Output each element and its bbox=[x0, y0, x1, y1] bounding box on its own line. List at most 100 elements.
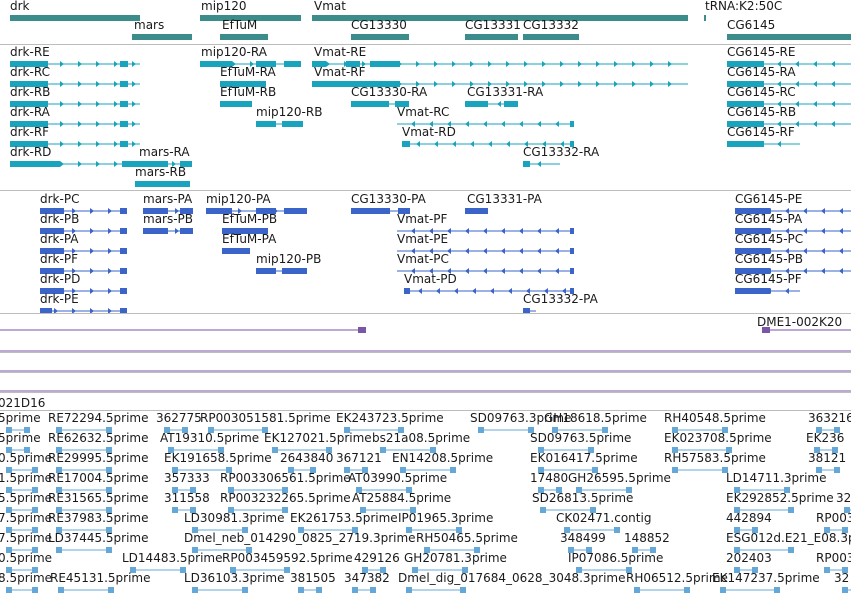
gene-glyph-mip120[interactable] bbox=[200, 15, 301, 21]
gene-label-trna-k2-50c[interactable]: tRNA:K2:50C bbox=[705, 0, 783, 13]
transcript-label-drk-rb[interactable]: drk-RB bbox=[10, 85, 51, 99]
transcript-glyph-cg13332-ra[interactable] bbox=[523, 161, 560, 167]
est-label[interactable]: RE45131.5prime bbox=[50, 571, 151, 585]
est-label[interactable]: RE29995.5prime bbox=[48, 451, 149, 465]
protein-label-cg6145-pe[interactable]: CG6145-PE bbox=[735, 192, 803, 206]
transcript-label-cg6145-rb[interactable]: CG6145-RB bbox=[727, 105, 797, 119]
gene-label-mars[interactable]: mars bbox=[134, 18, 165, 32]
protein-label-eftum-pa[interactable]: EfTuM-PA bbox=[222, 232, 277, 246]
transcript-glyph-drk-re[interactable] bbox=[10, 61, 140, 67]
est-label[interactable]: 0.5prime bbox=[0, 451, 53, 465]
est-label[interactable]: LD30981.3prime bbox=[184, 511, 285, 525]
est-label[interactable]: Dmel_dig_017684_0628_3048.3prime bbox=[398, 571, 626, 585]
clone-label-dme1-002k20[interactable]: DME1-002K20 bbox=[757, 315, 843, 329]
transcript-glyph-vmat-rf[interactable] bbox=[312, 81, 688, 87]
protein-glyph-mars-pb[interactable] bbox=[143, 228, 193, 234]
gene-glyph-drk[interactable] bbox=[10, 15, 140, 21]
protein-glyph-cg13330-pa[interactable] bbox=[351, 208, 410, 214]
transcript-glyph-eftum-rb[interactable] bbox=[220, 101, 252, 107]
est-label[interactable]: SD26813.5prime bbox=[532, 491, 634, 505]
transcript-glyph-mip120-rb[interactable] bbox=[256, 121, 303, 127]
protein-label-cg13331-pa[interactable]: CG13331-PA bbox=[467, 192, 542, 206]
est-label[interactable]: 0.5prime bbox=[0, 551, 53, 565]
est-label[interactable]: ESG012d.E21_E08.3p bbox=[726, 531, 851, 545]
est-label[interactable]: LD14711.3prime bbox=[726, 471, 827, 485]
protein-glyph-vmat-pd[interactable] bbox=[404, 288, 574, 294]
transcript-glyph-eftum-ra[interactable] bbox=[220, 81, 266, 87]
protein-label-mip120-pb[interactable]: mip120-PB bbox=[256, 252, 322, 266]
clone-label-021d16[interactable]: 021D16 bbox=[0, 396, 46, 410]
est-label[interactable]: RE31565.5prime bbox=[48, 491, 149, 505]
gene-label-cg13332[interactable]: CG13332 bbox=[523, 18, 579, 32]
protein-label-cg6145-pf[interactable]: CG6145-PF bbox=[735, 272, 802, 286]
protein-glyph-drk-pf[interactable] bbox=[40, 268, 127, 274]
est-label[interactable]: 38121 bbox=[808, 451, 847, 465]
est-label[interactable]: 5.5prime bbox=[0, 491, 53, 505]
transcript-label-cg6145-re[interactable]: CG6145-RE bbox=[727, 45, 796, 59]
est-label[interactable]: RE37983.5prime bbox=[48, 511, 149, 525]
est-label[interactable]: RP003459592.5prime bbox=[222, 551, 353, 565]
est-label[interactable]: 367121 bbox=[336, 451, 382, 465]
est-label[interactable]: EK191658.5prime bbox=[164, 451, 272, 465]
protein-label-drk-pd[interactable]: drk-PD bbox=[40, 272, 81, 286]
est-label[interactable]: GH18618.5prime bbox=[544, 411, 647, 425]
transcript-label-cg6145-rc[interactable]: CG6145-RC bbox=[727, 85, 796, 99]
protein-label-vmat-pd[interactable]: Vmat-PD bbox=[404, 272, 457, 286]
est-label[interactable]: EK243723.5prime bbox=[336, 411, 444, 425]
protein-label-drk-pb[interactable]: drk-PB bbox=[40, 212, 80, 226]
gene-label-eftum[interactable]: EfTuM bbox=[222, 18, 258, 32]
protein-glyph-drk-pc[interactable] bbox=[40, 208, 127, 214]
est-label[interactable]: RP003306561.5prime bbox=[220, 471, 351, 485]
est-label[interactable]: EK236 bbox=[806, 431, 845, 445]
est-label[interactable]: 5prime bbox=[0, 411, 41, 425]
protein-label-cg6145-pc[interactable]: CG6145-PC bbox=[735, 232, 804, 246]
gene-label-mip120[interactable]: mip120 bbox=[201, 0, 247, 13]
gene-glyph-cg13331[interactable] bbox=[465, 34, 518, 40]
transcript-glyph-drk-rd[interactable] bbox=[10, 161, 140, 167]
transcript-glyph-cg6145-rc[interactable] bbox=[727, 101, 851, 107]
transcript-glyph-cg6145-re[interactable] bbox=[727, 61, 851, 67]
est-label[interactable]: AT03990.5prime bbox=[348, 471, 448, 485]
est-label[interactable]: AT19310.5prime bbox=[160, 431, 260, 445]
est-label[interactable]: 1.5prime bbox=[0, 471, 53, 485]
protein-label-vmat-pc[interactable]: Vmat-PC bbox=[397, 252, 449, 266]
gene-label-cg6145[interactable]: CG6145 bbox=[727, 18, 776, 32]
gene-label-cg13330[interactable]: CG13330 bbox=[351, 18, 407, 32]
est-label[interactable]: LD14483.5prime bbox=[122, 551, 223, 565]
est-label[interactable]: RE62632.5prime bbox=[48, 431, 149, 445]
est-label[interactable]: LD37445.5prime bbox=[48, 531, 149, 545]
est-label[interactable]: 2643840 bbox=[280, 451, 334, 465]
est-label[interactable]: 347382 bbox=[344, 571, 390, 585]
transcript-label-mars-ra[interactable]: mars-RA bbox=[139, 145, 190, 159]
est-label[interactable]: RP003051581.5prime bbox=[200, 411, 331, 425]
transcript-label-drk-re[interactable]: drk-RE bbox=[10, 45, 50, 59]
est-label[interactable]: EK147237.5prime bbox=[712, 571, 820, 585]
est-label[interactable]: IP07086.5prime bbox=[568, 551, 664, 565]
est-label[interactable]: SD09763.5prime bbox=[530, 431, 632, 445]
est-label[interactable]: 32 bbox=[836, 491, 851, 505]
est-label[interactable]: bs21a08.5prime bbox=[372, 431, 471, 445]
est-label[interactable]: RE17004.5prime bbox=[48, 471, 149, 485]
est-label[interactable]: IP01965.3prime bbox=[398, 511, 494, 525]
protein-label-drk-pe[interactable]: drk-PE bbox=[40, 292, 79, 306]
protein-label-cg13332-pa[interactable]: CG13332-PA bbox=[523, 292, 598, 306]
transcript-glyph-drk-rb[interactable] bbox=[10, 101, 140, 107]
transcript-label-eftum-rb[interactable]: EfTuM-RB bbox=[220, 85, 277, 99]
protein-label-vmat-pf[interactable]: Vmat-PF bbox=[397, 212, 448, 226]
est-label[interactable]: Dmel_neb_014290_0825_2719.3prime bbox=[184, 531, 416, 545]
transcript-label-cg13331-ra[interactable]: CG13331-RA bbox=[467, 85, 544, 99]
protein-label-cg13330-pa[interactable]: CG13330-PA bbox=[351, 192, 426, 206]
est-label[interactable]: RP003 bbox=[816, 511, 851, 525]
protein-glyph-cg6145-pc[interactable] bbox=[735, 248, 851, 254]
est-label[interactable]: EN14208.5prime bbox=[392, 451, 494, 465]
transcript-glyph-cg13330-ra[interactable] bbox=[351, 101, 409, 107]
gene-glyph-cg13330[interactable] bbox=[351, 34, 409, 40]
protein-label-drk-pa[interactable]: drk-PA bbox=[40, 232, 79, 246]
est-label[interactable]: 311558 bbox=[164, 491, 210, 505]
est-label[interactable]: GH26595.5prime bbox=[568, 471, 671, 485]
est-label[interactable]: 17480 bbox=[530, 471, 569, 485]
protein-glyph-cg13332-pa[interactable] bbox=[523, 308, 536, 314]
transcript-glyph-drk-rf[interactable] bbox=[10, 141, 140, 147]
est-label[interactable]: RH06512.5prime bbox=[626, 571, 728, 585]
protein-glyph-vmat-pf[interactable] bbox=[397, 228, 574, 234]
